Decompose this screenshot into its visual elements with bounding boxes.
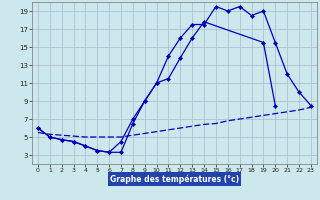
X-axis label: Graphe des températures (°c): Graphe des températures (°c) <box>110 175 239 184</box>
